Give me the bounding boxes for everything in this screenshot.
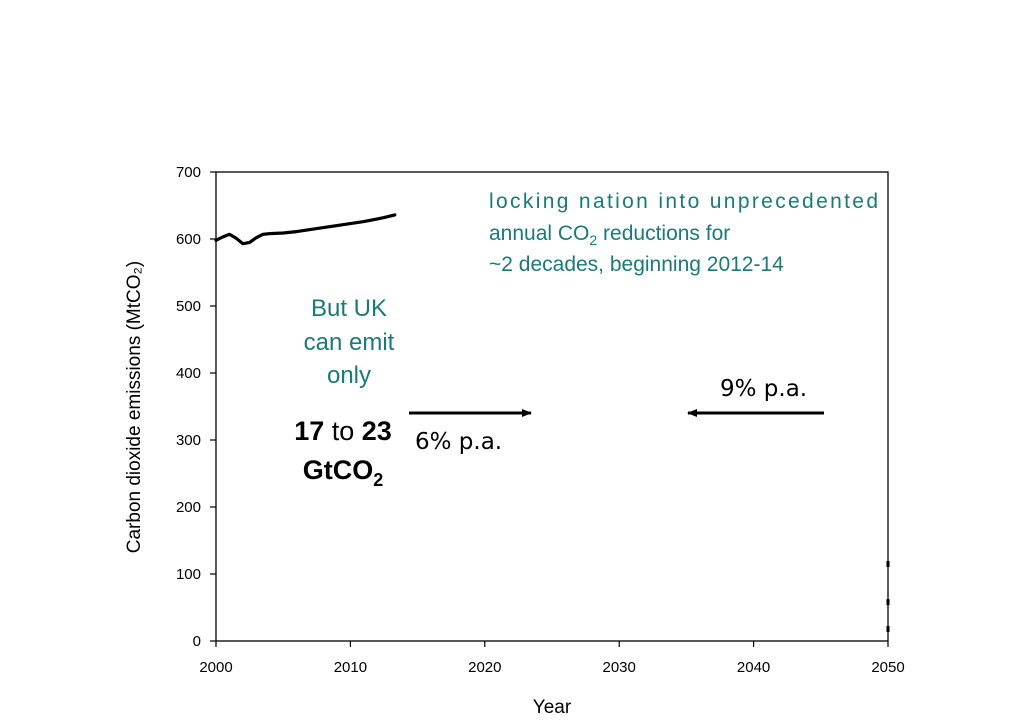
budget-line-3: only bbox=[327, 362, 371, 389]
x-tick-label: 2000 bbox=[199, 659, 232, 676]
x-axis-ticks: 2000 2010 2020 2030 2040 2050 bbox=[199, 641, 905, 676]
y-tick-label: 200 bbox=[176, 499, 201, 516]
x-tick-label: 2040 bbox=[737, 659, 770, 676]
y-tick-label: 700 bbox=[176, 164, 201, 181]
note-line-2: annual CO2 reductions for bbox=[489, 222, 730, 248]
x-tick-label: 2030 bbox=[603, 659, 636, 676]
y-tick-label: 400 bbox=[176, 365, 201, 382]
plot-area bbox=[215, 171, 889, 642]
y-axis-ticks: 0 100 200 300 400 500 600 700 bbox=[176, 164, 216, 650]
y-tick-label: 300 bbox=[176, 432, 201, 449]
x-tick-label: 2050 bbox=[871, 659, 904, 676]
note-line-3: ~2 decades, beginning 2012-14 bbox=[489, 253, 784, 276]
y-tick-label: 500 bbox=[176, 298, 201, 315]
x-axis-title: Year bbox=[533, 697, 572, 718]
series-layer bbox=[214, 213, 397, 246]
note-line-1: locking nation into unprecedented bbox=[489, 190, 878, 213]
rate-left-label: 6% p.a. bbox=[415, 429, 502, 455]
x-tick-label: 2020 bbox=[468, 659, 501, 676]
y-axis-title: Carbon dioxide emissions (MtCO₂) bbox=[124, 261, 145, 553]
budget-range: 17 to 23 bbox=[294, 416, 392, 446]
y-tick-label: 0 bbox=[193, 633, 201, 650]
y-tick-label: 600 bbox=[176, 231, 201, 248]
y-tick-label: 100 bbox=[176, 566, 201, 583]
budget-unit: GtCO2 bbox=[303, 455, 384, 490]
x-tick-label: 2010 bbox=[334, 659, 367, 676]
budget-line-1: But UK bbox=[311, 295, 387, 322]
emissions-series-line bbox=[214, 213, 397, 246]
budget-line-2: can emit bbox=[304, 329, 395, 356]
rate-right-label: 9% p.a. bbox=[720, 376, 807, 402]
